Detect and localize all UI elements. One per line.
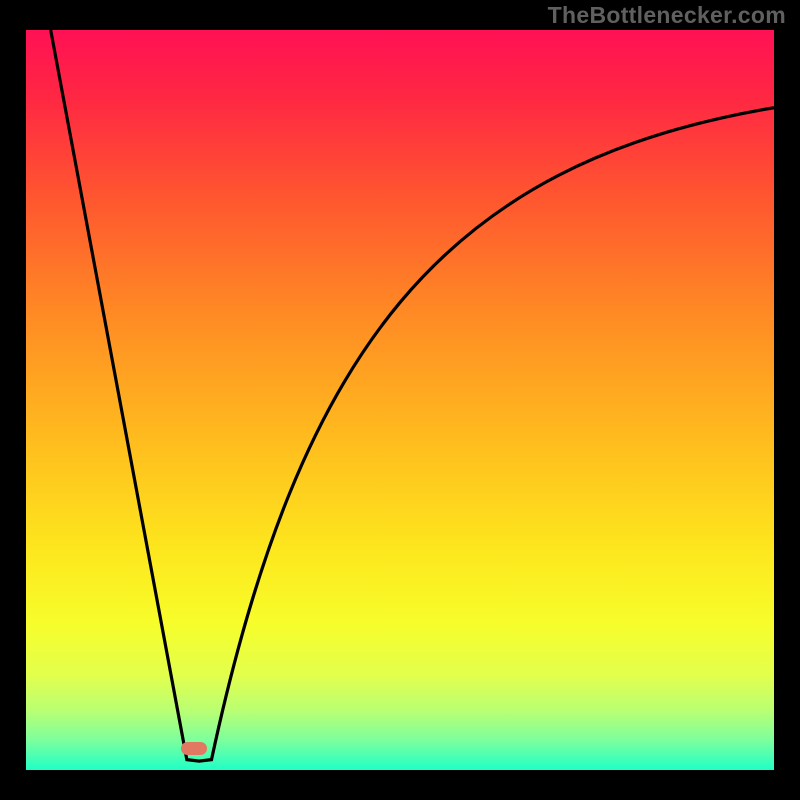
watermark-text: TheBottlenecker.com — [548, 2, 786, 29]
plot-area — [26, 30, 774, 770]
curve-svg — [26, 30, 774, 770]
chart-frame: TheBottlenecker.com — [0, 0, 800, 800]
curve-path — [51, 30, 774, 761]
minimum-marker — [181, 742, 207, 755]
